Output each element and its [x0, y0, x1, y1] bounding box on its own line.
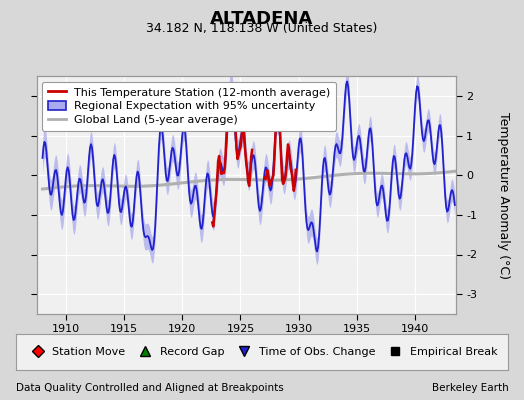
Text: ALTADENA: ALTADENA: [210, 10, 314, 28]
Legend: Station Move, Record Gap, Time of Obs. Change, Empirical Break: Station Move, Record Gap, Time of Obs. C…: [22, 342, 502, 362]
Y-axis label: Temperature Anomaly (°C): Temperature Anomaly (°C): [497, 112, 510, 278]
Text: Data Quality Controlled and Aligned at Breakpoints: Data Quality Controlled and Aligned at B…: [16, 383, 283, 393]
Legend: This Temperature Station (12-month average), Regional Expectation with 95% uncer: This Temperature Station (12-month avera…: [42, 82, 336, 131]
Text: Berkeley Earth: Berkeley Earth: [432, 383, 508, 393]
Text: 34.182 N, 118.138 W (United States): 34.182 N, 118.138 W (United States): [146, 22, 378, 35]
